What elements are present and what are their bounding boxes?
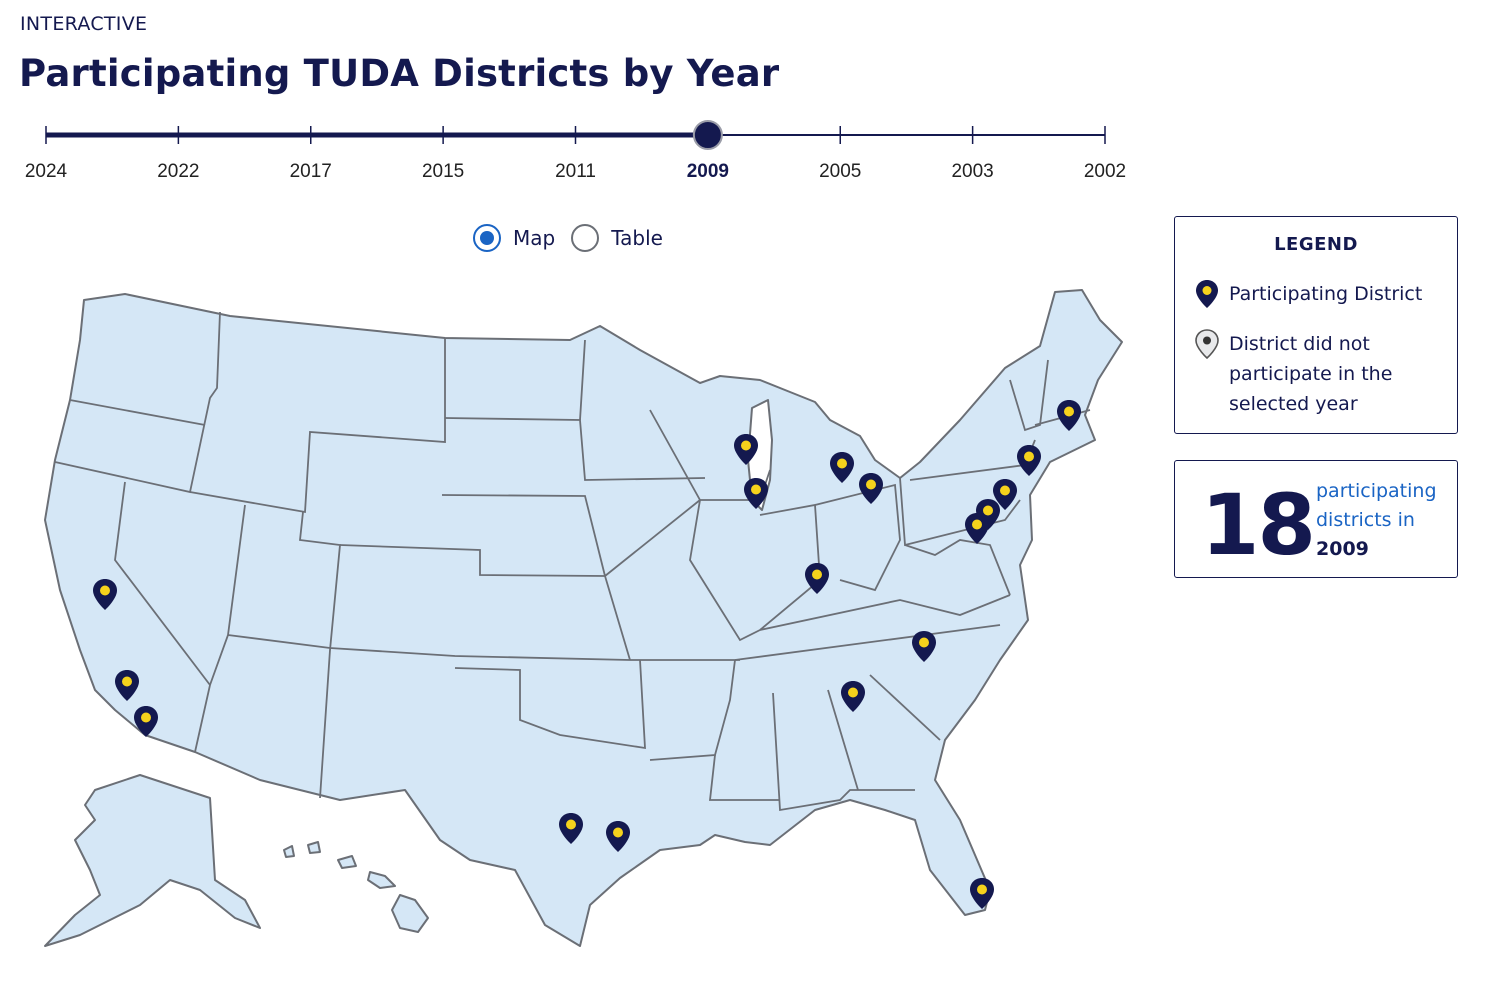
year-option-2005[interactable]: 2005 <box>819 161 862 182</box>
legend-not-participating-label: District did not participate in the sele… <box>1229 333 1393 415</box>
district-pin-dot <box>1000 485 1010 496</box>
table-radio[interactable] <box>571 224 600 252</box>
district-pin-dot <box>613 827 623 838</box>
year-option-2024[interactable]: 2024 <box>24 161 68 182</box>
map-radio-label[interactable]: Map <box>513 226 556 250</box>
participating-count-label: participating districts in 2009 <box>1316 477 1437 564</box>
district-pin-dot <box>741 440 751 451</box>
not-participating-pin-icon <box>1195 329 1219 359</box>
district-pin[interactable] <box>805 563 829 594</box>
us-map-svg <box>44 289 1123 947</box>
participating-pin-icon <box>1196 280 1218 308</box>
table-radio-label[interactable]: Table <box>611 226 663 250</box>
view-toggle: Map Table <box>473 224 679 252</box>
district-pin-dot <box>812 569 822 580</box>
legend-title: LEGEND <box>1274 234 1358 255</box>
map-radio[interactable] <box>473 224 501 252</box>
district-pin[interactable] <box>859 473 883 504</box>
year-option-2002[interactable]: 2002 <box>1083 161 1127 182</box>
district-pin[interactable] <box>993 479 1017 510</box>
legend-panel: LEGEND Participating District District d… <box>1174 216 1458 434</box>
year-option-2022[interactable]: 2022 <box>157 161 200 182</box>
district-pin-dot <box>983 505 993 516</box>
year-option-2011[interactable]: 2011 <box>555 161 596 182</box>
district-pin-dot <box>977 884 987 895</box>
district-pin[interactable] <box>912 631 936 662</box>
district-pin[interactable] <box>744 478 768 509</box>
hawaii-molokai <box>337 855 357 869</box>
district-pin[interactable] <box>965 513 989 544</box>
district-pin-dot <box>122 676 132 687</box>
district-pin-dot <box>1064 406 1074 417</box>
us-map <box>0 270 1160 988</box>
district-pin-dot <box>848 687 858 698</box>
district-pin[interactable] <box>134 706 158 737</box>
hawaii-maui <box>367 871 396 889</box>
slider-handle[interactable] <box>692 120 723 150</box>
district-pin-dot <box>972 519 982 530</box>
district-pin[interactable] <box>734 434 758 465</box>
slider-track-svg <box>45 120 1106 150</box>
map-view-option[interactable]: Map <box>473 224 555 252</box>
district-pin[interactable] <box>559 813 583 844</box>
district-pin-dot <box>1024 451 1034 462</box>
summary-year: 2009 <box>1316 538 1369 560</box>
district-pin[interactable] <box>841 681 865 712</box>
hawaii-kauai <box>283 845 295 858</box>
hawaii-big-island <box>391 894 429 933</box>
year-slider[interactable]: 2024 2022 2017 2015 2011 2009 2005 2003 2002 <box>0 0 1160 200</box>
district-pin-dot <box>866 479 876 490</box>
district-pin[interactable] <box>606 821 630 852</box>
page-title: Participating TUDA Districts by Year <box>19 52 780 95</box>
district-pin-dot <box>566 819 576 830</box>
summary-label-line2: districts in <box>1316 509 1415 531</box>
legend-not-participating: District did not participate in the sele… <box>1195 329 1429 419</box>
alaska <box>44 774 261 947</box>
year-option-2015[interactable]: 2015 <box>421 161 465 182</box>
year-option-2017[interactable]: 2017 <box>289 161 332 182</box>
participating-count: 18 <box>1201 476 1316 574</box>
participation-summary: 18 participating districts in 2009 <box>1174 460 1458 578</box>
district-pin-dot <box>751 484 761 495</box>
year-option-2009[interactable]: 2009 <box>686 161 730 182</box>
district-pin-dot <box>141 712 151 723</box>
summary-label-line1: participating <box>1316 480 1437 502</box>
hawaii-oahu <box>307 841 321 854</box>
state-borders <box>54 311 1091 812</box>
year-option-2003[interactable]: 2003 <box>951 161 994 182</box>
eyebrow-label: INTERACTIVE <box>20 13 148 35</box>
table-view-option[interactable]: Table <box>571 224 663 252</box>
district-pin-dot <box>100 585 110 596</box>
district-pin-dot <box>919 637 929 648</box>
district-pin[interactable] <box>830 452 854 483</box>
district-pin-dot <box>837 458 847 469</box>
district-pin[interactable] <box>970 878 994 909</box>
district-pin[interactable] <box>93 579 117 610</box>
legend-participating: Participating District <box>1195 279 1429 309</box>
district-pin[interactable] <box>1057 400 1081 431</box>
legend-participating-label: Participating District <box>1229 283 1423 305</box>
district-pin[interactable] <box>115 670 139 701</box>
district-pin[interactable] <box>1017 445 1041 476</box>
contiguous-us-landmass <box>44 289 1123 947</box>
